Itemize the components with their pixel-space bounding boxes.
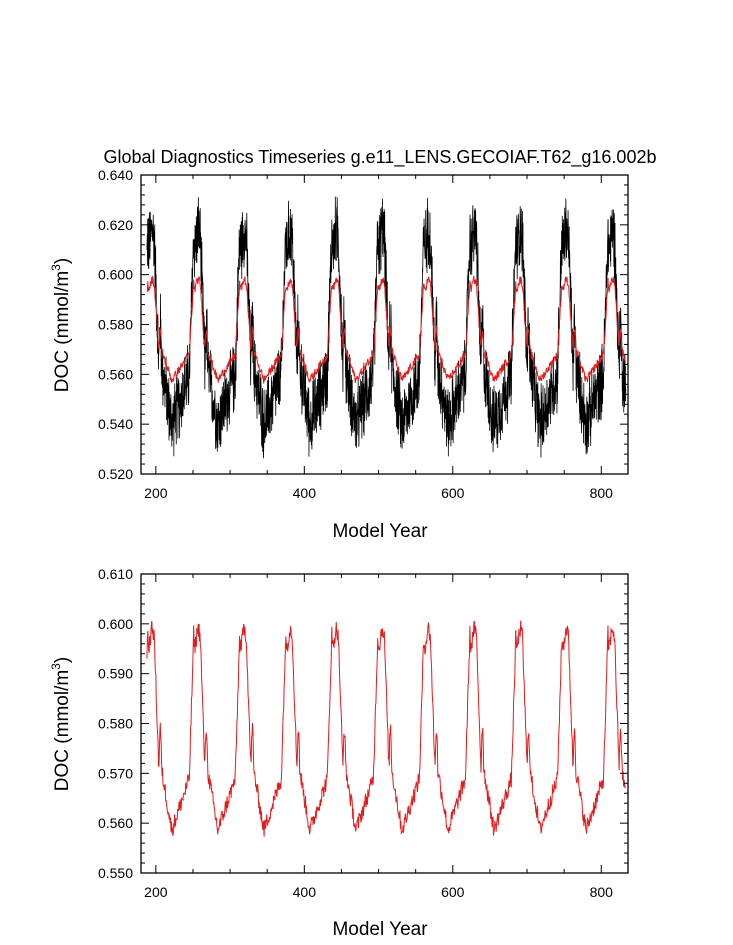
top-panel: 0.520 0.540 0.560 0.580 0.600 0.620 0.640 200 40… xyxy=(49,167,629,542)
bottom-y-tick-label: 0.550 xyxy=(98,865,133,881)
bottom-panel: 0.550 0.560 0.570 0.580 0.590 0.600 0.610 200 40… xyxy=(49,566,629,940)
bottom-x-tick-label: 400 xyxy=(293,884,317,900)
top-y-tick-label: 0.620 xyxy=(98,217,133,233)
top-panel-series xyxy=(146,196,627,459)
top-y-tick-label: 0.640 xyxy=(98,167,133,183)
top-y-axis-label: DOC (mmol/m3) xyxy=(49,258,73,392)
bottom-y-tick-label: 0.570 xyxy=(98,765,133,781)
bottom-y-axis-label-sup: 3 xyxy=(49,663,63,670)
bottom-y-axis-label-main: DOC (mmol/m xyxy=(52,670,73,791)
bottom-x-axis-label: Model Year xyxy=(332,919,428,940)
top-x-tick-label: 600 xyxy=(441,485,465,501)
bottom-y-axis-label: DOC (mmol/m3) xyxy=(49,657,73,791)
bottom-panel-ticks: 0.550 0.560 0.570 0.580 0.590 0.600 0.610 200 40… xyxy=(98,566,628,900)
bottom-y-tick-label: 0.590 xyxy=(98,666,133,682)
bottom-y-axis-label-end: ) xyxy=(52,657,73,663)
top-x-tick-label: 800 xyxy=(590,485,614,501)
bottom-y-tick-label: 0.560 xyxy=(98,815,133,831)
top-x-tick-label: 200 xyxy=(144,485,168,501)
top-y-tick-label: 0.520 xyxy=(98,466,133,482)
bottom-x-tick-label: 200 xyxy=(144,884,168,900)
top-y-axis-label-end: ) xyxy=(52,258,73,264)
top-y-tick-label: 0.580 xyxy=(98,317,133,333)
bottom-plot-frame xyxy=(140,573,629,874)
top-y-axis-label-main: DOC (mmol/m xyxy=(52,271,73,392)
bottom-y-tick-label: 0.610 xyxy=(98,566,133,582)
bottom-x-tick-label: 600 xyxy=(441,884,465,900)
top-y-tick-label: 0.540 xyxy=(98,416,133,432)
top-series-line-annual-mean xyxy=(146,275,626,384)
top-y-axis-label-sup: 3 xyxy=(49,264,63,271)
top-y-tick-label: 0.560 xyxy=(98,366,133,382)
bottom-series-line-annual-mean xyxy=(146,620,626,837)
top-x-tick-label: 400 xyxy=(293,485,317,501)
bottom-y-tick-label: 0.600 xyxy=(98,616,133,632)
top-x-axis-label: Model Year xyxy=(332,521,428,542)
bottom-panel-series xyxy=(146,620,626,837)
chart-title: Global Diagnostics Timeseries g.e11_LENS… xyxy=(104,147,657,168)
bottom-x-tick-label: 800 xyxy=(590,884,614,900)
top-y-tick-label: 0.600 xyxy=(98,267,133,283)
top-series-line-monthly xyxy=(146,196,627,459)
top-panel-ticks: 0.520 0.540 0.560 0.580 0.600 0.620 0.640 200 40… xyxy=(98,167,628,501)
bottom-y-tick-label: 0.580 xyxy=(98,716,133,732)
